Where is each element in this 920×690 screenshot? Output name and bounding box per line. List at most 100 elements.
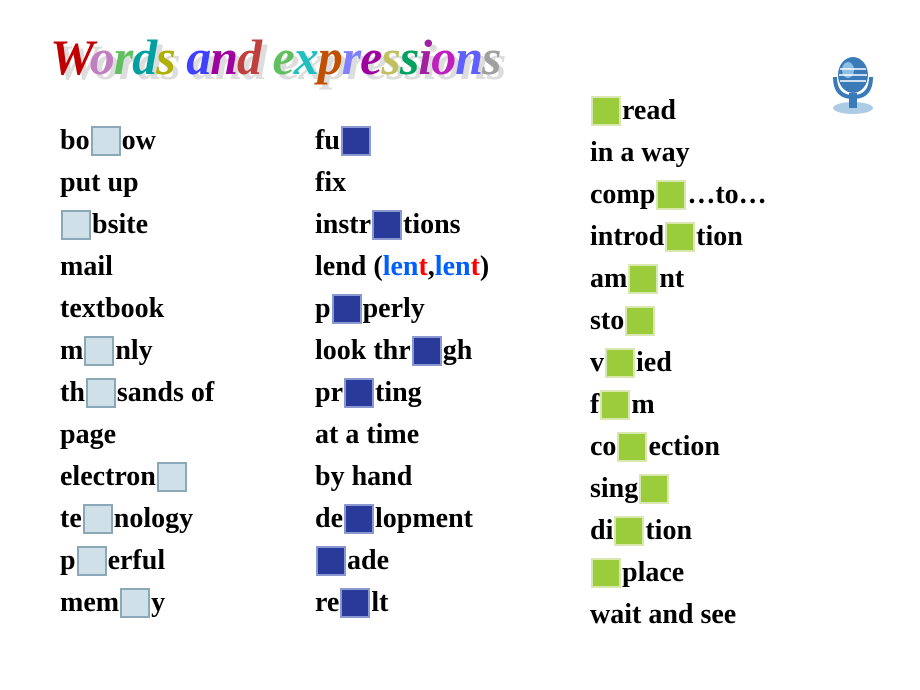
- word-text: mem: [60, 582, 119, 624]
- word-text: pr: [315, 372, 343, 414]
- word-item: read: [590, 90, 870, 132]
- word-item: at a time: [315, 414, 590, 456]
- word-text: in a way: [590, 132, 690, 174]
- word-item: relt: [315, 582, 590, 624]
- hidden-box: [591, 558, 621, 588]
- word-text: gh: [443, 330, 473, 372]
- hidden-box: [61, 210, 91, 240]
- hidden-box: [656, 180, 686, 210]
- word-item: place: [590, 552, 870, 594]
- hidden-box: [157, 462, 187, 492]
- word-item: tenology: [60, 498, 315, 540]
- word-text: mail: [60, 246, 113, 288]
- word-item: lend ( lent, lent ): [315, 246, 590, 288]
- word-text: comp: [590, 174, 655, 216]
- word-text: ting: [375, 372, 422, 414]
- word-text: tions: [403, 204, 461, 246]
- word-text: fix: [315, 162, 346, 204]
- word-text: bsite: [92, 204, 148, 246]
- hidden-box: [332, 294, 362, 324]
- word-text: m: [60, 330, 83, 372]
- hidden-box: [625, 306, 655, 336]
- page-title: Words and expressions Words and expressi…: [50, 28, 501, 86]
- word-text: y: [151, 582, 165, 624]
- word-item: put up: [60, 162, 315, 204]
- word-text: len: [435, 246, 471, 288]
- word-text: len: [383, 246, 419, 288]
- hidden-box: [600, 390, 630, 420]
- word-item: by hand: [315, 456, 590, 498]
- word-text: sands of: [117, 372, 214, 414]
- word-text: re: [315, 582, 339, 624]
- hidden-box: [614, 516, 644, 546]
- hidden-box: [344, 504, 374, 534]
- word-text: ade: [347, 540, 389, 582]
- word-text: am: [590, 258, 627, 300]
- word-text: f: [590, 384, 599, 426]
- word-text: v: [590, 342, 604, 384]
- word-text: sto: [590, 300, 624, 342]
- hidden-box: [591, 96, 621, 126]
- word-item: th sands of: [60, 372, 315, 414]
- word-text: look thr: [315, 330, 411, 372]
- word-text: di: [590, 510, 613, 552]
- hidden-box: [86, 378, 116, 408]
- column-1: boowput upbsitemailtextbookmnlythsands o…: [60, 120, 315, 636]
- word-text: th: [60, 372, 85, 414]
- word-text: nly: [115, 330, 152, 372]
- column-3: readin a waycomp…to…introdtionamntstovie…: [590, 90, 870, 636]
- word-text: sing: [590, 468, 638, 510]
- word-item: look thr gh: [315, 330, 590, 372]
- word-text: p: [60, 540, 76, 582]
- word-text: tion: [696, 216, 743, 258]
- hidden-box: [344, 378, 374, 408]
- column-2: fufixinstr tionslend ( lent, lent )pperly…: [315, 120, 590, 636]
- hidden-box: [84, 336, 114, 366]
- word-text: ): [480, 246, 489, 288]
- word-text: textbook: [60, 288, 164, 330]
- hidden-box: [316, 546, 346, 576]
- word-item: comp …to…: [590, 174, 870, 216]
- hidden-box: [91, 126, 121, 156]
- word-text: tion: [645, 510, 692, 552]
- word-columns: boowput upbsitemailtextbookmnlythsands o…: [60, 120, 870, 636]
- word-item: pperly: [315, 288, 590, 330]
- word-text: t: [471, 246, 480, 288]
- hidden-box: [639, 474, 669, 504]
- word-text: …to…: [687, 174, 766, 216]
- word-text: wait and see: [590, 594, 736, 636]
- word-text: lt: [371, 582, 388, 624]
- word-text: by hand: [315, 456, 412, 498]
- word-text: put up: [60, 162, 139, 204]
- word-text: ection: [648, 426, 720, 468]
- word-text: instr: [315, 204, 371, 246]
- word-text: t: [418, 246, 427, 288]
- hidden-box: [372, 210, 402, 240]
- word-item: introdtion: [590, 216, 870, 258]
- hidden-box: [617, 432, 647, 462]
- hidden-box: [412, 336, 442, 366]
- word-item: instr tions: [315, 204, 590, 246]
- word-item: prting: [315, 372, 590, 414]
- word-item: coection: [590, 426, 870, 468]
- hidden-box: [341, 126, 371, 156]
- word-text: nology: [114, 498, 193, 540]
- word-item: fix: [315, 162, 590, 204]
- hidden-box: [628, 264, 658, 294]
- word-item: electron: [60, 456, 315, 498]
- word-text: at a time: [315, 414, 419, 456]
- word-text: perly: [363, 288, 425, 330]
- word-text: fu: [315, 120, 340, 162]
- word-item: wait and see: [590, 594, 870, 636]
- word-item: mnly: [60, 330, 315, 372]
- word-text: bo: [60, 120, 90, 162]
- word-item: amnt: [590, 258, 870, 300]
- word-item: perful: [60, 540, 315, 582]
- word-text: de: [315, 498, 343, 540]
- word-item: in a way: [590, 132, 870, 174]
- word-text: m: [631, 384, 654, 426]
- title-text: Words and expressions: [50, 28, 501, 86]
- word-item: mail: [60, 246, 315, 288]
- word-item: memy: [60, 582, 315, 624]
- word-text: erful: [108, 540, 166, 582]
